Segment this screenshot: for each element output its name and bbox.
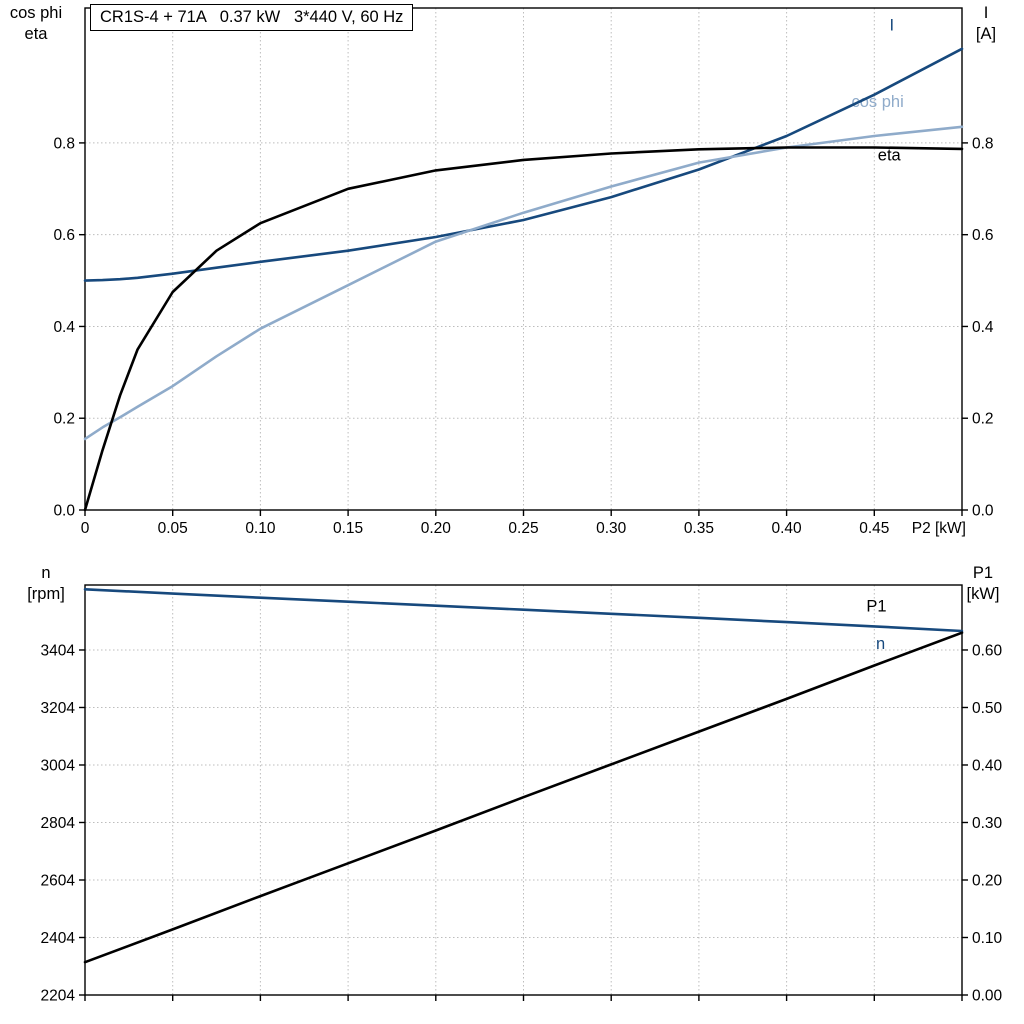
x-axis-label: P2 [kW] — [912, 520, 966, 537]
left-tick-label: 0.8 — [53, 135, 75, 152]
right-tick-label: 0.50 — [972, 700, 1003, 717]
tick-labels: 0 0.05 0.10 0.15 0.20 0.25 0.30 0.35 0.40 0.45 0.0… — [53, 16, 993, 537]
gridlines — [85, 8, 962, 510]
left-tick-label: 2804 — [41, 815, 76, 832]
left-tick-label: 2604 — [41, 872, 76, 889]
top-chart-left-axis-title: cos phi eta — [0, 3, 72, 45]
x-tick-label: 0.05 — [158, 520, 188, 537]
bottom-chart-right-axis-title: P1 [kW] — [947, 563, 1019, 605]
axis-title-line: [A] — [975, 25, 997, 43]
series-P1 — [83, 631, 964, 964]
gridlines — [85, 585, 962, 995]
right-tick-label: 0.40 — [972, 757, 1003, 774]
axis-title-line: eta — [24, 25, 48, 43]
tick-marks — [79, 142, 968, 516]
right-tick-label: 0.10 — [972, 930, 1003, 947]
x-tick-label: 0.15 — [333, 520, 363, 537]
tick-marks — [79, 649, 968, 1001]
x-tick-label: 0.35 — [684, 520, 714, 537]
series-eta — [83, 146, 964, 512]
left-tick-label: 3204 — [41, 700, 76, 717]
right-tick-label: 0.4 — [972, 319, 994, 336]
series-cos-phi — [83, 125, 964, 441]
right-tick-label: 0.30 — [972, 815, 1003, 832]
tick-labels: 2204 2404 2604 2804 3004 3204 3404 0.00 0.10 0.20… — [41, 597, 1003, 1004]
x-tick-label: 0.25 — [508, 520, 538, 537]
axis-title-line: [rpm] — [27, 585, 65, 603]
left-tick-label: 0.6 — [53, 227, 75, 244]
right-tick-label: 0.60 — [972, 642, 1003, 659]
axis-title-line: cos phi — [9, 4, 63, 22]
left-tick-label: 3404 — [41, 642, 76, 659]
right-tick-label: 0.2 — [972, 411, 994, 428]
top-chart-right-axis-title: I [A] — [951, 3, 1021, 45]
curve-label-eta: eta — [878, 146, 902, 164]
left-tick-label: 2404 — [41, 930, 76, 947]
bottom-chart-left-axis-title: n [rpm] — [11, 563, 81, 605]
right-tick-label: 0.8 — [972, 135, 994, 152]
curve-label-n: n — [876, 635, 885, 653]
x-tick-label: 0 — [81, 520, 90, 537]
left-tick-label: 3004 — [41, 757, 76, 774]
left-tick-label: 0.4 — [53, 319, 75, 336]
chart-title-box: CR1S-4 + 71A 0.37 kW 3*440 V, 60 Hz — [90, 4, 414, 31]
left-tick-label: 0.0 — [53, 503, 75, 520]
curve-label-cos-phi: cos phi — [851, 93, 903, 111]
right-tick-label: 0.6 — [972, 227, 994, 244]
axis-title-line: P1 — [972, 564, 994, 582]
chart-p2-curves: 0 0.05 0.10 0.15 0.20 0.25 0.30 0.35 0.40 0.45 0.0… — [53, 7, 994, 537]
curve-label-P1: P1 — [866, 597, 886, 615]
right-tick-label: 0.20 — [972, 872, 1003, 889]
axis-title-line: [kW] — [966, 585, 1000, 603]
x-tick-label: 0.45 — [859, 520, 889, 537]
curve-label-I: I — [890, 16, 895, 34]
right-tick-label: 0.00 — [972, 988, 1003, 1005]
right-tick-label: 0.0 — [972, 503, 994, 520]
x-tick-label: 0.20 — [421, 520, 452, 537]
chart-speed-power: 2204 2404 2604 2804 3004 3204 3404 0.00 0.10 0.20… — [41, 584, 1003, 1005]
series-n — [83, 587, 964, 633]
axis-title-line: I — [983, 4, 989, 22]
x-tick-label: 0.40 — [772, 520, 803, 537]
x-tick-label: 0.10 — [245, 520, 276, 537]
axis-title-line: n — [41, 564, 51, 582]
left-tick-label: 2204 — [41, 988, 76, 1005]
plot-border — [84, 7, 963, 511]
left-tick-label: 0.2 — [53, 411, 75, 428]
x-tick-label: 0.30 — [596, 520, 627, 537]
